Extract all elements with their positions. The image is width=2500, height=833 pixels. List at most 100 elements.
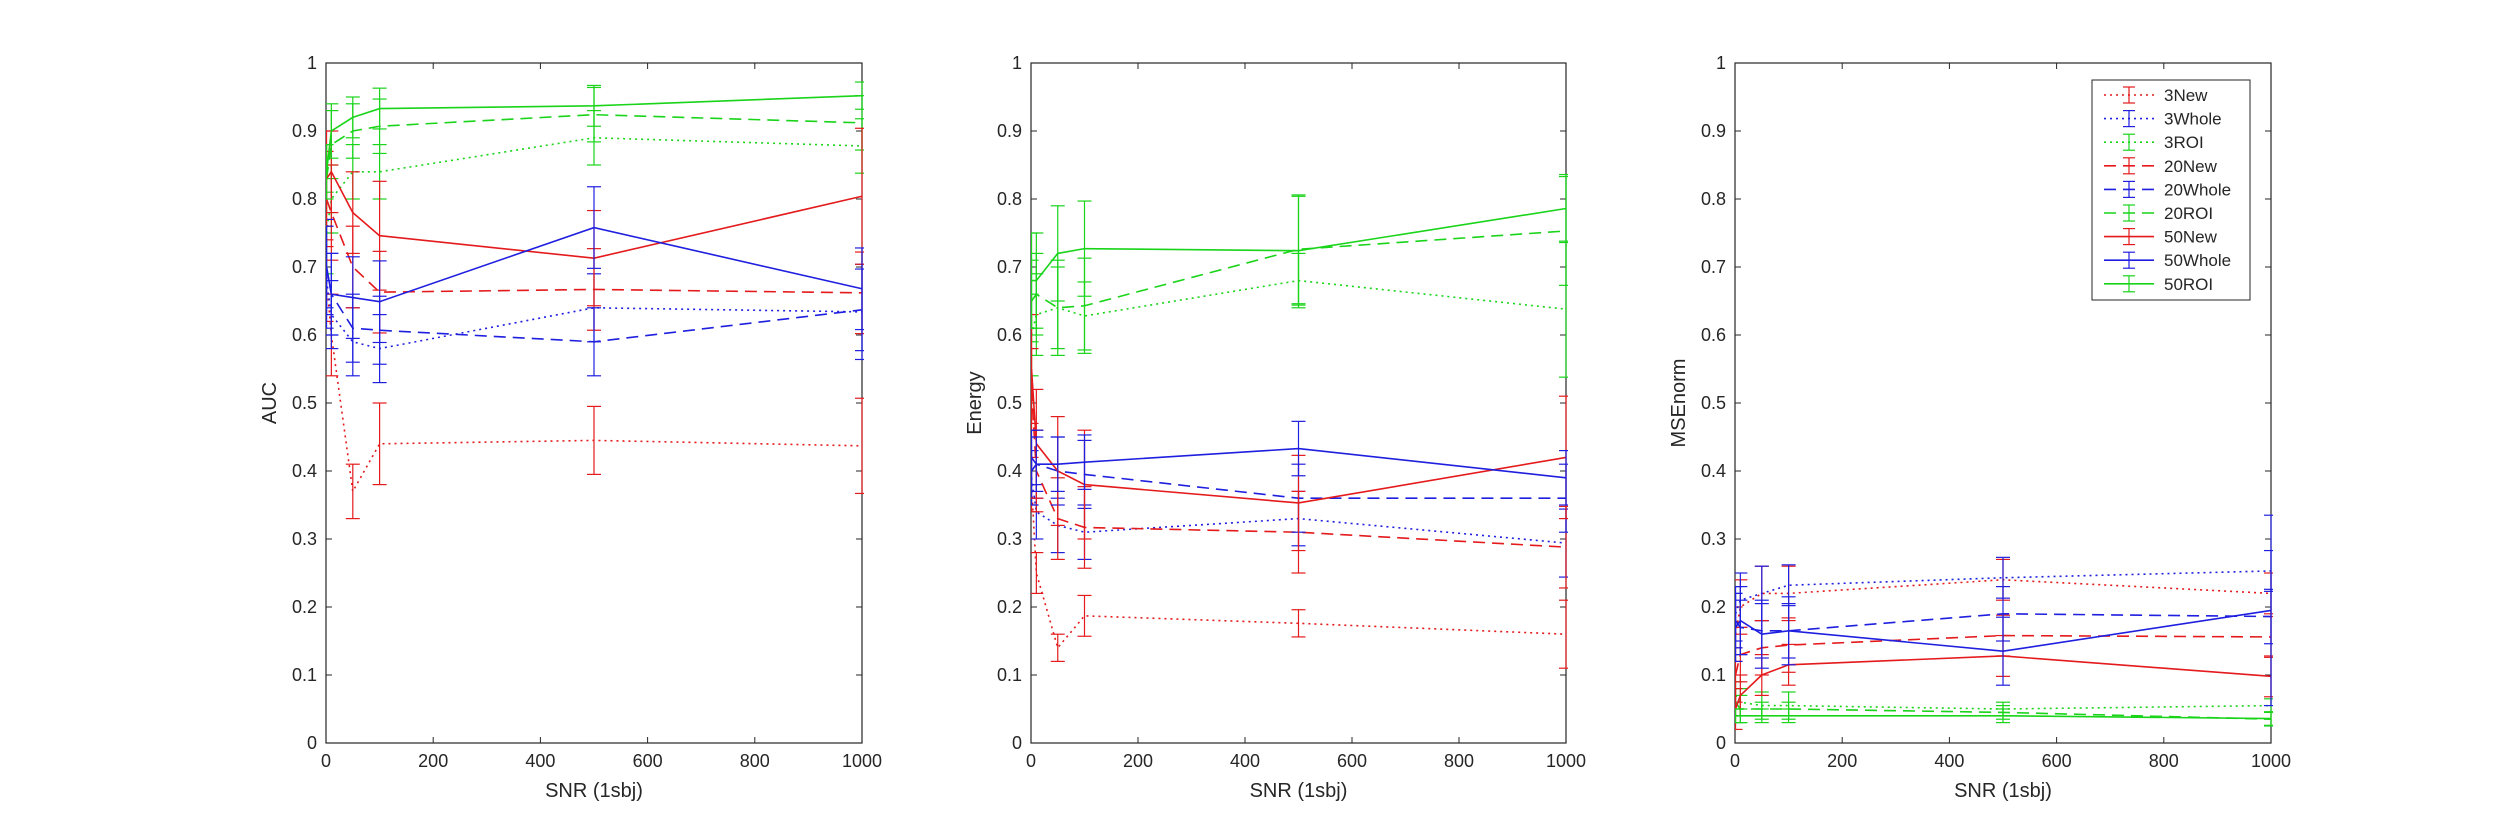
y-tick-label: 0.7 xyxy=(292,257,317,277)
y-tick-label: 1 xyxy=(307,53,317,73)
error-bar-50Whole xyxy=(855,247,864,331)
series-line-50Whole xyxy=(1031,447,1567,479)
error-bar-50ROI xyxy=(1996,708,2010,724)
series-line-50New xyxy=(1031,368,1567,504)
x-tick-label: 600 xyxy=(633,751,663,771)
series-line-50Whole xyxy=(326,226,863,303)
y-tick-label: 0.9 xyxy=(997,121,1022,141)
series-line-20Whole xyxy=(1031,463,1566,500)
plot-area xyxy=(1030,62,1567,744)
error-bar-3New xyxy=(1291,609,1306,638)
x-tick-label: 1000 xyxy=(1546,751,1586,771)
y-tick-label: 0.9 xyxy=(1701,121,1726,141)
series-line-20New xyxy=(1735,634,2272,676)
legend-label: 50Whole xyxy=(2164,251,2231,270)
x-tick-label: 600 xyxy=(2042,751,2072,771)
error-bar-50ROI xyxy=(326,103,339,159)
legend-label: 3ROI xyxy=(2164,133,2204,152)
legend-label: 20ROI xyxy=(2164,204,2213,223)
x-tick-label: 200 xyxy=(1827,751,1857,771)
x-tick-label: 400 xyxy=(1934,751,1964,771)
y-tick-label: 0.9 xyxy=(292,121,317,141)
legend-label: 50New xyxy=(2164,228,2218,247)
error-bar-20Whole xyxy=(587,307,601,377)
plot-area xyxy=(325,62,863,744)
legend-item-20Whole: 20Whole xyxy=(2104,180,2231,199)
error-bar-50ROI xyxy=(1754,708,1769,724)
legend-item-50Whole: 50Whole xyxy=(2104,251,2231,270)
legend-item-20New: 20New xyxy=(2104,157,2218,176)
y-tick-label: 0.4 xyxy=(1701,461,1726,481)
series-line-3Whole xyxy=(1031,477,1567,544)
error-bar-50ROI xyxy=(587,84,601,127)
x-tick-label: 200 xyxy=(1123,751,1153,771)
x-tick-label: 800 xyxy=(2149,751,2179,771)
series-line-20New xyxy=(1031,389,1567,548)
x-tick-label: 400 xyxy=(1230,751,1260,771)
error-bar-50Whole xyxy=(1077,434,1092,490)
error-bar-3New xyxy=(587,405,601,475)
y-tick-label: 0.6 xyxy=(1701,325,1726,345)
series-50Whole xyxy=(326,186,864,344)
series-line-50New xyxy=(1735,655,2272,710)
series-line-50ROI xyxy=(1735,714,2272,720)
error-bar-50Whole xyxy=(1735,585,1748,656)
series-line-3New xyxy=(1031,484,1567,650)
error-bar-50ROI xyxy=(855,81,864,110)
error-bar-50ROI xyxy=(1291,195,1306,306)
error-bar-50Whole xyxy=(1996,616,2010,686)
error-bar-50ROI xyxy=(1735,708,1748,724)
series-line-20ROI xyxy=(326,113,863,179)
series-line-50Whole xyxy=(1735,609,2272,653)
x-tick-label: 800 xyxy=(1444,751,1474,771)
x-axis-label: SNR (1sbj) xyxy=(1250,780,1348,802)
series-line-3ROI xyxy=(1735,694,2272,710)
error-bar-50ROI xyxy=(1077,200,1092,297)
error-bar-50Whole xyxy=(1050,436,1065,492)
legend: 3New 3Whole 3ROI 20New 20Whole 20ROI 50New 50Wh… xyxy=(2091,79,2251,301)
y-tick-label: 0.8 xyxy=(1701,189,1726,209)
error-bar-50ROI xyxy=(345,96,360,139)
y-tick-label: 0.4 xyxy=(292,461,317,481)
series-line-3New xyxy=(1735,578,2272,635)
series-line-50ROI xyxy=(326,94,863,172)
y-tick-label: 0.2 xyxy=(997,597,1022,617)
series-line-50New xyxy=(326,170,863,259)
legend-item-50New: 50New xyxy=(2104,228,2218,247)
legend-label: 3Whole xyxy=(2164,110,2222,129)
y-tick-label: 0 xyxy=(1012,733,1022,753)
legend-label: 20Whole xyxy=(2164,180,2231,199)
y-tick-label: 0.7 xyxy=(997,257,1022,277)
x-tick-label: 0 xyxy=(1730,751,1740,771)
y-axis-label: MSEnorm xyxy=(1668,359,1690,448)
error-bar-3New xyxy=(1077,594,1092,637)
y-tick-label: 0.8 xyxy=(997,189,1022,209)
x-tick-label: 0 xyxy=(321,751,331,771)
error-bar-50Whole xyxy=(1754,599,1769,669)
legend-item-50ROI: 50ROI xyxy=(2104,275,2213,294)
y-tick-label: 0 xyxy=(1716,733,1726,753)
y-tick-label: 0.3 xyxy=(997,529,1022,549)
y-tick-label: 0.7 xyxy=(1701,257,1726,277)
error-bar-50ROI xyxy=(1559,173,1568,244)
y-tick-label: 0.1 xyxy=(292,665,317,685)
series-line-50ROI xyxy=(1031,207,1567,282)
error-bar-3New xyxy=(855,397,864,495)
chart-panel-2: 0 0.1 0.2 0.3 0.4 0.5 0.6 0.7 0.8 0.9 1 0 200 400 600 8… xyxy=(964,53,1586,802)
legend-box xyxy=(2091,79,2251,301)
error-bar-50Whole xyxy=(1291,420,1306,477)
y-tick-label: 0.2 xyxy=(292,597,317,617)
error-bar-50Whole xyxy=(1559,450,1568,506)
series-50ROI xyxy=(1031,173,1568,329)
y-tick-label: 1 xyxy=(1716,53,1726,73)
x-tick-label: 1000 xyxy=(842,751,882,771)
legend-label: 20New xyxy=(2164,157,2218,176)
legend-item-3Whole: 3Whole xyxy=(2104,110,2222,129)
y-tick-label: 0.1 xyxy=(997,665,1022,685)
error-bar-50Whole xyxy=(1781,596,1796,666)
error-bar-50Whole xyxy=(1031,436,1044,492)
x-tick-label: 800 xyxy=(740,751,770,771)
series-50ROI xyxy=(326,81,864,200)
error-bar-50Whole xyxy=(345,256,360,339)
